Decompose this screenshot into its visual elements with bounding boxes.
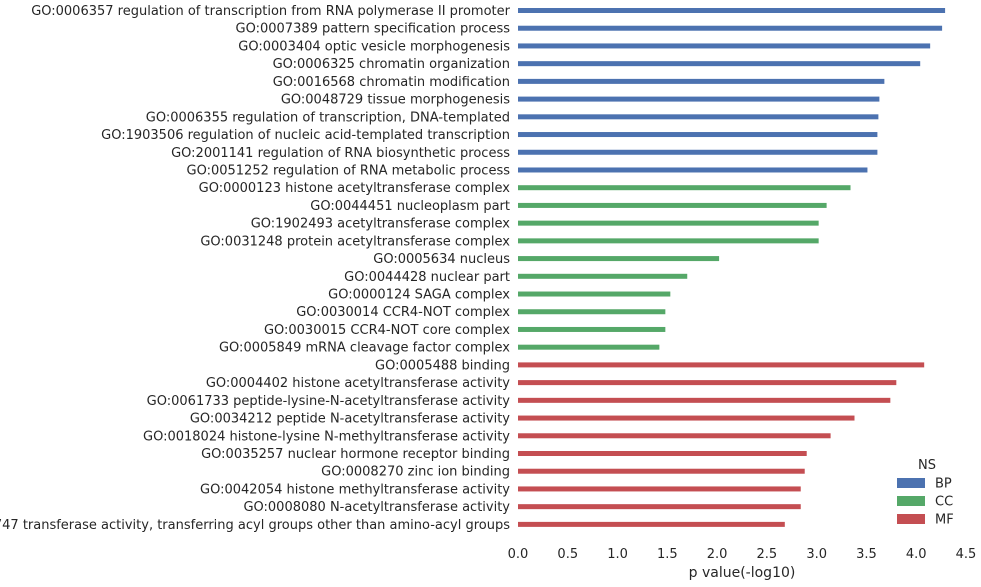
category-label-16: GO:0044428 nuclear part <box>344 270 510 285</box>
category-label-29: GO:0008080 N-acetyltransferase activity <box>243 500 510 515</box>
category-label-22: GO:0004402 histone acetyltransferase act… <box>206 376 510 391</box>
category-label-3: GO:0003404 optic vesicle morphogenesis <box>238 39 510 54</box>
category-label-17: GO:0000124 SAGA complex <box>328 288 510 303</box>
category-label-7: GO:0006355 regulation of transcription, … <box>146 110 510 125</box>
bar-7 <box>518 114 879 120</box>
bar-15 <box>518 256 720 262</box>
x-tick-label-5: 2.0 <box>707 547 728 562</box>
bar-22 <box>518 380 897 386</box>
category-label-10: GO:0051252 regulation of RNA metabolic p… <box>187 163 511 178</box>
category-label-26: GO:0035257 nuclear hormone receptor bind… <box>201 447 510 462</box>
bar-18 <box>518 309 666 315</box>
category-label-27: GO:0008270 zinc ion binding <box>321 465 510 480</box>
category-label-23: GO:0061733 peptide-lysine-N-acetyltransf… <box>147 394 511 409</box>
bar-3 <box>518 43 931 49</box>
x-tick-label-6: 2.5 <box>757 547 778 562</box>
category-label-12: GO:0044451 nucleoplasm part <box>310 199 510 214</box>
bar-12 <box>518 202 827 208</box>
x-tick-label-1: 0.0 <box>508 547 529 562</box>
bar-20 <box>518 344 660 350</box>
category-labels: GO:0006357 regulation of transcription f… <box>0 4 511 533</box>
bar-8 <box>518 132 878 138</box>
category-label-5: GO:0016568 chromatin modification <box>273 75 510 90</box>
bar-9 <box>518 149 878 155</box>
category-label-1: GO:0006357 regulation of transcription f… <box>31 4 510 19</box>
legend-swatch-bp <box>897 478 925 488</box>
category-label-28: GO:0042054 histone methyltransferase act… <box>200 482 510 497</box>
category-label-13: GO:1902493 acetyltransferase complex <box>251 217 511 232</box>
bar-4 <box>518 61 921 67</box>
x-tick-label-10: 4.5 <box>956 547 977 562</box>
x-tick-label-2: 0.5 <box>557 547 578 562</box>
bar-19 <box>518 326 666 332</box>
category-label-20: GO:0005849 mRNA cleavage factor complex <box>219 341 510 356</box>
legend-label-bp: BP <box>935 477 952 492</box>
category-label-15: GO:0005634 nucleus <box>373 252 510 267</box>
bar-23 <box>518 397 891 403</box>
category-label-14: GO:0031248 protein acetyltransferase com… <box>200 234 510 249</box>
x-tick-label-9: 4.0 <box>906 547 927 562</box>
category-label-6: GO:0048729 tissue morphogenesis <box>281 93 510 108</box>
bar-13 <box>518 220 819 226</box>
category-label-11: GO:0000123 histone acetyltransferase com… <box>199 181 511 196</box>
bar-6 <box>518 96 880 102</box>
legend-title: NS <box>918 458 936 473</box>
category-label-19: GO:0030015 CCR4-NOT core complex <box>264 323 510 338</box>
bar-5 <box>518 78 885 84</box>
category-label-30: GO:0016747 transferase activity, transfe… <box>0 518 510 533</box>
x-tick-label-4: 1.5 <box>657 547 678 562</box>
category-label-9: GO:2001141 regulation of RNA biosyntheti… <box>171 146 510 161</box>
legend-swatch-cc <box>897 496 925 506</box>
x-axis-title: p value(-log10) <box>689 565 796 581</box>
x-axis-ticks: 0.0 0.5 1.0 1.5 2.0 2.5 3.0 3.5 4.0 4.5 <box>508 547 977 562</box>
bar-1 <box>518 8 946 13</box>
legend-label-mf: MF <box>935 513 954 528</box>
x-tick-label-7: 3.0 <box>806 547 827 562</box>
category-label-4: GO:0006325 chromatin organization <box>273 57 510 72</box>
legend-label-cc: CC <box>935 495 953 510</box>
category-label-21: GO:0005488 binding <box>375 358 510 373</box>
category-label-2: GO:0007389 pattern specification process <box>236 22 511 37</box>
bar-17 <box>518 291 671 297</box>
bar-29 <box>518 504 801 510</box>
bar-24 <box>518 415 855 421</box>
bar-2 <box>518 25 943 31</box>
legend: NS BP CC MF <box>897 458 954 528</box>
bar-26 <box>518 451 807 456</box>
bar-30 <box>518 521 785 527</box>
category-label-18: GO:0030014 CCR4-NOT complex <box>296 305 510 320</box>
category-label-8: GO:1903506 regulation of nucleic acid-te… <box>101 128 510 143</box>
category-label-25: GO:0018024 histone-lysine N-methyltransf… <box>143 429 510 444</box>
bar-27 <box>518 468 805 474</box>
bar-21 <box>518 362 925 368</box>
bar-11 <box>518 185 851 191</box>
legend-swatch-mf <box>897 514 925 524</box>
x-tick-label-3: 1.0 <box>607 547 628 562</box>
bar-14 <box>518 238 819 244</box>
bar-28 <box>518 486 801 492</box>
bar-16 <box>518 273 688 279</box>
bar-25 <box>518 433 831 439</box>
category-label-24: GO:0034212 peptide N-acetyltransferase a… <box>190 412 510 427</box>
bars-layer <box>518 8 946 527</box>
x-tick-label-8: 3.5 <box>856 547 877 562</box>
bar-10 <box>518 167 868 173</box>
